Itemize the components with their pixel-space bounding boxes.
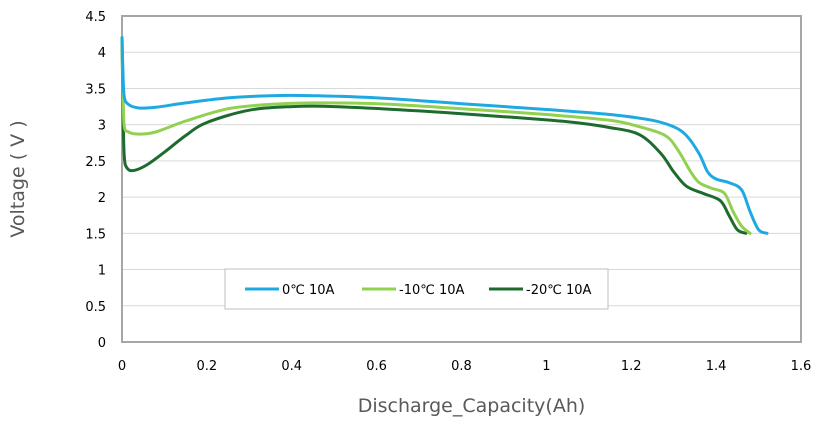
series-line — [120, 36, 752, 235]
y-tick-label: 0 — [98, 336, 106, 351]
x-tick-label: 0 — [118, 359, 126, 374]
legend-label: 0℃ 10A — [282, 283, 335, 298]
y-tick-label: 1.5 — [85, 227, 106, 242]
x-tick-label: 1.6 — [791, 359, 812, 374]
tick-labels: 0 0.5 1 1.5 2 2.5 3 3.5 4 4.5 0 0.2 0.4 0.6 0.8 1 1.2 1.4… — [85, 10, 811, 374]
x-axis-title: Discharge_Capacity(Ah) — [358, 395, 586, 417]
x-tick-label: 0.8 — [451, 359, 472, 374]
y-tick-label: 4.5 — [85, 10, 106, 25]
x-tick-label: 1.2 — [621, 359, 642, 374]
y-tick-label: 1 — [98, 264, 106, 279]
legend-label: -20℃ 10A — [526, 283, 592, 298]
gridlines — [122, 51, 801, 307]
legend-box — [224, 268, 609, 310]
y-tick-label: 3.5 — [85, 82, 106, 97]
series-line — [120, 36, 769, 235]
x-tick-label: 1 — [542, 359, 550, 374]
legend-label: -10℃ 10A — [399, 283, 465, 298]
x-tick-label: 1.4 — [706, 359, 727, 374]
y-tick-label: 2.5 — [85, 155, 106, 170]
y-tick-label: 0.5 — [85, 300, 106, 315]
y-tick-label: 3 — [98, 119, 106, 134]
series-layer — [120, 36, 769, 235]
y-tick-label: 4 — [98, 46, 106, 61]
legend: 0℃ 10A -10℃ 10A -20℃ 10A — [224, 268, 609, 310]
y-axis-title: Voltage ( V ) — [7, 120, 29, 237]
plot-area-border — [121, 15, 802, 343]
y-tick-label: 2 — [98, 191, 106, 206]
x-tick-label: 0.4 — [281, 359, 302, 374]
x-tick-label: 0.6 — [366, 359, 387, 374]
x-tick-label: 0.2 — [197, 359, 218, 374]
series-line — [120, 36, 748, 235]
